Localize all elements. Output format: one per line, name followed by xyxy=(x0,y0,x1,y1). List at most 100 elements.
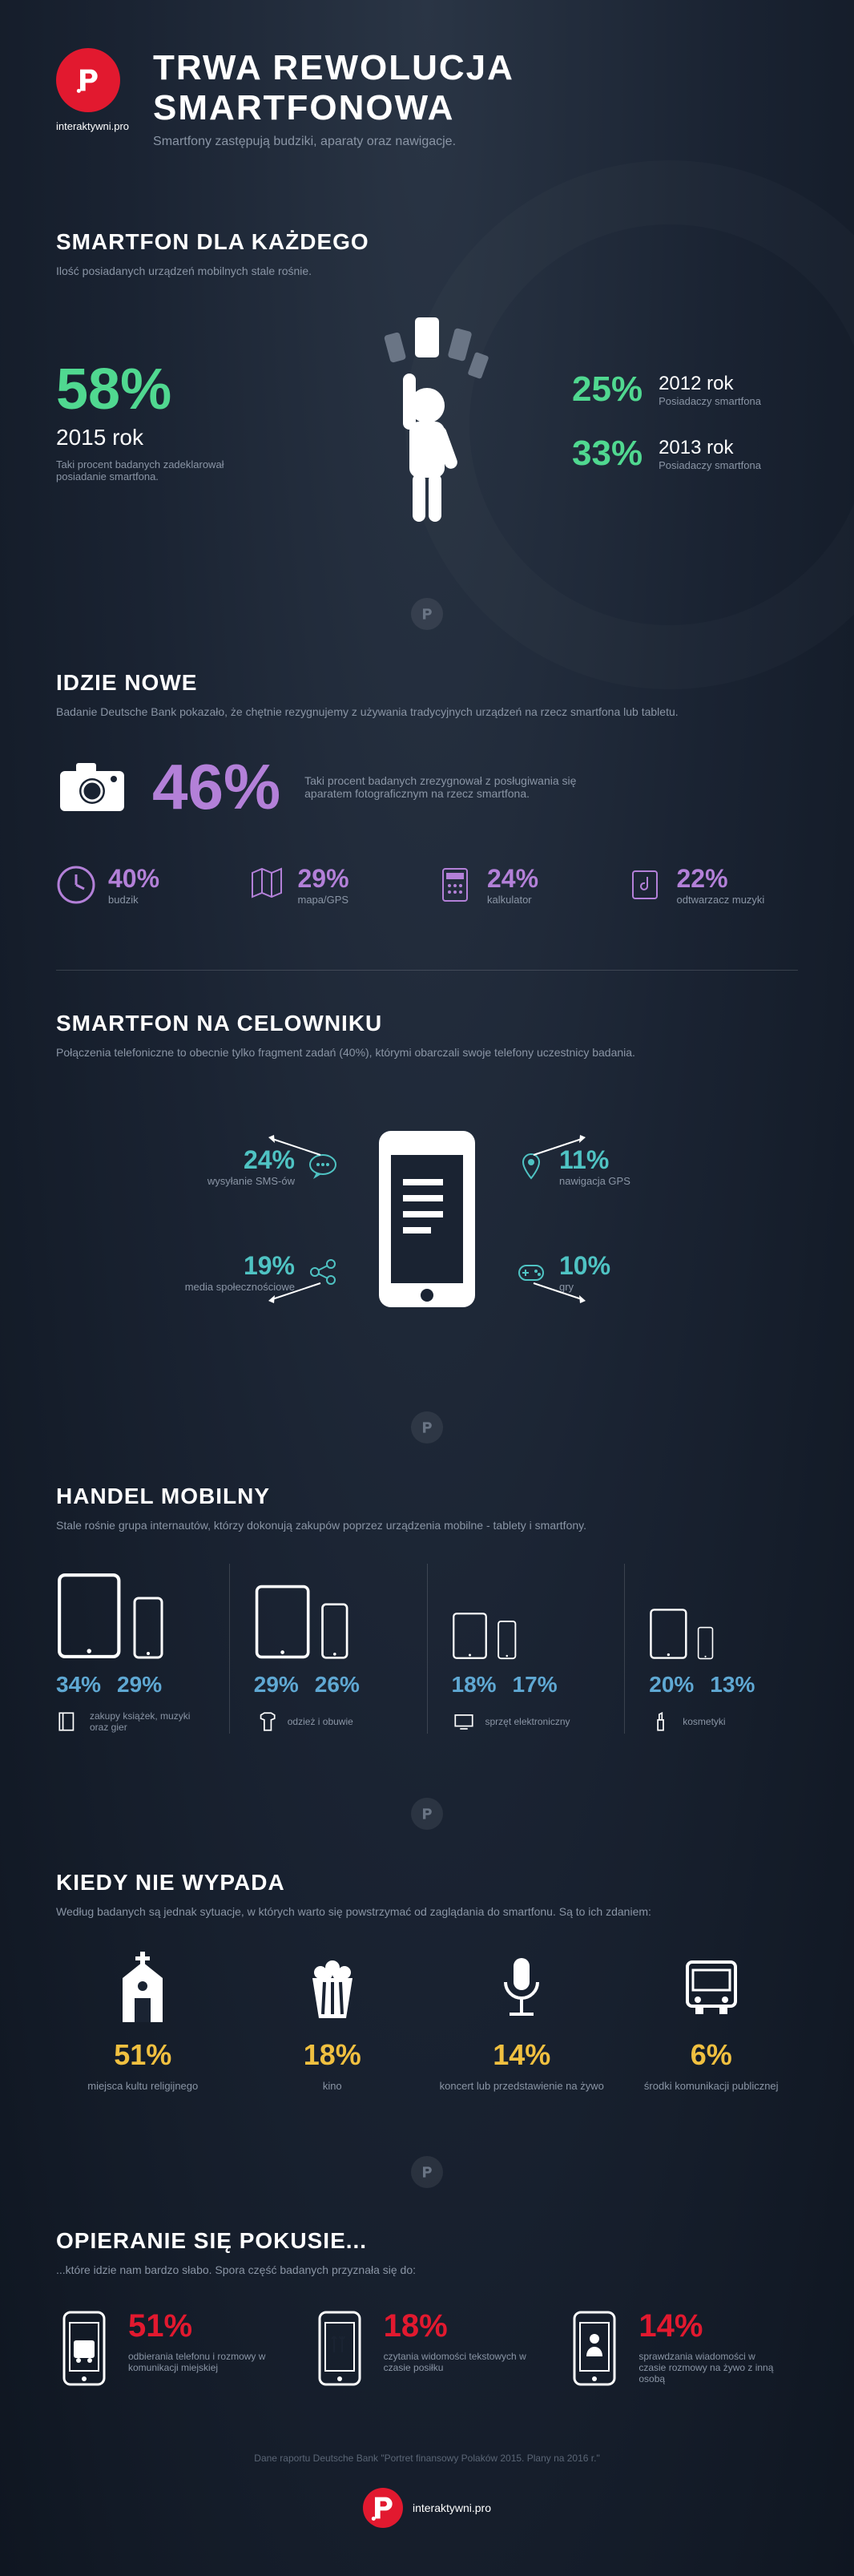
section-divider xyxy=(56,1411,798,1443)
book-icon xyxy=(56,1710,80,1734)
map-icon xyxy=(246,865,286,905)
item-label: odtwarzacz muzyki xyxy=(677,894,765,906)
section-subtitle: Badanie Deutsche Bank pokazało, że chętn… xyxy=(56,705,798,718)
phone-icon xyxy=(696,1626,715,1660)
item-label: odbierania telefonu i rozmowy w komunika… xyxy=(128,2351,272,2373)
item-label: budzik xyxy=(108,894,159,906)
section-title: IDZIE NOWE xyxy=(56,670,798,696)
tablet-pct: 18% xyxy=(452,1672,497,1698)
stat-sub: Posiadaczy smartfona xyxy=(659,395,761,407)
commerce-item: 29%26% odzież i obuwie xyxy=(254,1564,403,1734)
section-kiedy-nie-wypada: KIEDY NIE WYPADA Według badanych są jedn… xyxy=(56,1870,798,2092)
arrow-icon xyxy=(264,1275,328,1307)
main-year: 2015 rok xyxy=(56,425,282,450)
category-label: kosmetyki xyxy=(683,1716,725,1727)
person-phones-icon xyxy=(347,309,507,534)
category-label: sprzęt elektroniczny xyxy=(485,1716,570,1727)
item-label: miejsca kultu religijnego xyxy=(56,2080,230,2092)
phone-center-icon xyxy=(371,1123,483,1315)
stat-2012: 25% 2012 rok Posiadaczy smartfona xyxy=(572,369,798,410)
arrow-icon xyxy=(526,1131,590,1163)
section-handel-mobilny: HANDEL MOBILNY Stale rośnie grupa intern… xyxy=(56,1484,798,1734)
shirt-icon xyxy=(254,1710,278,1734)
stat-pct: 25% xyxy=(572,369,643,410)
tablet-icon xyxy=(56,1572,123,1660)
section-opieranie-sie-pokusie: OPIERANIE SIĘ POKUSIE... ...które idzie … xyxy=(56,2228,798,2388)
tablet-icon xyxy=(649,1608,688,1660)
item-pct: 6% xyxy=(625,2038,799,2072)
phone-pct: 17% xyxy=(513,1672,558,1698)
item-pct: 18% xyxy=(384,2308,528,2344)
item-pct: 40% xyxy=(108,864,159,894)
stat-year: 2013 rok xyxy=(659,437,761,459)
stat-pct: 33% xyxy=(572,434,643,474)
category-label: zakupy książek, muzyki oraz gier xyxy=(90,1710,202,1733)
section-title: KIEDY NIE WYPADA xyxy=(56,1870,798,1896)
section-smartfon-dla-kazdego: SMARTFON DLA KAŻDEGO Ilość posiadanych u… xyxy=(56,229,798,534)
phone-pct: 26% xyxy=(315,1672,360,1698)
calculator-icon xyxy=(435,865,475,905)
stat-year: 2012 rok xyxy=(659,373,761,395)
situation-item: 14% koncert lub przedstawienie na żywo xyxy=(435,1950,609,2092)
lipstick-icon xyxy=(649,1710,673,1734)
main-percentage: 58% xyxy=(56,361,282,418)
section-divider xyxy=(56,970,798,971)
section-divider xyxy=(56,2156,798,2188)
temptation-item: 51% odbierania telefonu i rozmowy w komun… xyxy=(56,2308,288,2388)
section-smartfon-na-celowniku: SMARTFON NA CELOWNIKU Połączenia telefon… xyxy=(56,1011,798,1347)
item-label: czytania widomości tekstowych w czasie p… xyxy=(384,2351,528,2373)
item-pct: 14% xyxy=(638,2308,783,2344)
section-title: OPIERANIE SIĘ POKUSIE... xyxy=(56,2228,798,2254)
section-title: SMARTFON DLA KAŻDEGO xyxy=(56,229,798,255)
hero-description: Taki procent badanych zrezygnował z posł… xyxy=(304,774,625,800)
replaced-item: 40%budzik xyxy=(56,864,230,906)
main-description: Taki procent badanych zadeklarował posia… xyxy=(56,458,232,482)
section-title: HANDEL MOBILNY xyxy=(56,1484,798,1509)
temptation-item: 18% czytania widomości tekstowych w czasi… xyxy=(312,2308,543,2388)
phone-icon xyxy=(131,1596,166,1660)
item-label: mapa/GPS xyxy=(298,894,349,906)
temptation-item: 14% sprawdzania wiadomości w czasie rozmo… xyxy=(566,2308,798,2388)
item-pct: 24% xyxy=(487,864,538,894)
tablet-pct: 29% xyxy=(254,1672,299,1698)
clock-icon xyxy=(56,865,96,905)
section-divider xyxy=(56,598,798,630)
section-title: SMARTFON NA CELOWNIKU xyxy=(56,1011,798,1036)
tablet-pct: 34% xyxy=(56,1672,101,1698)
item-label: środki komunikacji publicznej xyxy=(625,2080,799,2092)
music-icon xyxy=(625,865,665,905)
hero-pct: 46% xyxy=(152,750,280,824)
tablet-icon xyxy=(254,1584,311,1660)
tablet-icon xyxy=(452,1612,488,1660)
source-text: Dane raportu Deutsche Bank "Portret fina… xyxy=(56,2453,798,2464)
page-title: TRWA REWOLUCJA SMARTFONOWA xyxy=(153,48,798,128)
tablet-pct: 20% xyxy=(649,1672,694,1698)
phone-person-icon xyxy=(566,2308,622,2388)
replaced-item: 22%odtwarzacz muzyki xyxy=(625,864,799,906)
item-label: nawigacja GPS xyxy=(559,1175,630,1187)
arrow-icon xyxy=(264,1131,328,1163)
commerce-item: 34%29% zakupy książek, muzyki oraz gier xyxy=(56,1564,205,1734)
footer-logo xyxy=(363,2488,403,2528)
footer: Dane raportu Deutsche Bank "Portret fina… xyxy=(56,2453,798,2528)
item-label: koncert lub przedstawienie na żywo xyxy=(435,2080,609,2092)
brand-logo xyxy=(56,48,120,112)
stat-2013: 33% 2013 rok Posiadaczy smartfona xyxy=(572,434,798,474)
header: interaktywni.pro TRWA REWOLUCJA SMARTFON… xyxy=(56,48,798,149)
arrow-icon xyxy=(526,1275,590,1307)
page-subtitle: Smartfony zastępują budziki, aparaty ora… xyxy=(153,135,798,149)
phone-fork-icon xyxy=(312,2308,368,2388)
situation-item: 51%miejsca kultu religijnego xyxy=(56,1950,230,2092)
stat-sub: Posiadaczy smartfona xyxy=(659,459,761,471)
item-label: sprawdzania wiadomości w czasie rozmowy … xyxy=(638,2351,783,2384)
phone-icon xyxy=(319,1602,351,1660)
brand-name: interaktywni.pro xyxy=(56,120,129,132)
item-pct: 51% xyxy=(128,2308,272,2344)
item-label: wysyłanie SMS-ów xyxy=(207,1175,295,1187)
section-idzie-nowe: IDZIE NOWE Badanie Deutsche Bank pokazał… xyxy=(56,670,798,906)
item-pct: 14% xyxy=(435,2038,609,2072)
camera-icon xyxy=(56,759,128,815)
section-divider xyxy=(56,1798,798,1830)
section-subtitle: Według badanych są jednak sytuacje, w kt… xyxy=(56,1905,798,1918)
phone-pct: 13% xyxy=(710,1672,755,1698)
